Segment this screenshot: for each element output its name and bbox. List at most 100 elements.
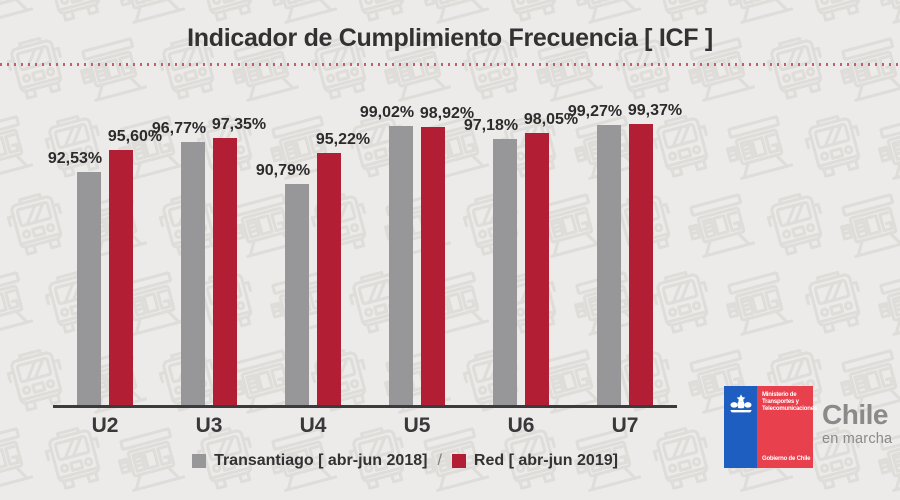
bus-front-icon xyxy=(605,497,686,500)
bus-front-icon xyxy=(301,497,382,500)
legend-label-transantiago-2018: Transantiago [ abr-jun 2018] xyxy=(214,452,428,469)
bar-transantiago-2018: 99,27% xyxy=(568,103,622,405)
bus-stop-icon xyxy=(681,497,762,500)
bus-front-icon xyxy=(605,497,686,500)
brand-title: Chile xyxy=(822,399,888,430)
legend-label-red-2019: Red [ abr-jun 2019] xyxy=(473,452,618,469)
bus-stop-icon xyxy=(877,271,900,336)
bus-stop-icon xyxy=(833,185,900,266)
bar-value-label: 98,05% xyxy=(523,111,579,128)
bus-stop-icon xyxy=(225,497,306,500)
x-axis-label: U3 xyxy=(195,414,223,437)
bus-stop-icon xyxy=(529,497,610,500)
bus-stop-icon xyxy=(0,263,39,344)
government-label: Gobierno de Chile xyxy=(762,456,811,462)
bar-group: 96,77% 97,35% U3 xyxy=(152,0,266,437)
bus-stop-icon xyxy=(225,497,306,500)
bar-group: 99,02% 98,92% U5 xyxy=(360,0,474,437)
bus-front-icon xyxy=(149,497,230,500)
bus-stop-icon xyxy=(377,497,458,500)
bus-front-icon xyxy=(0,497,77,500)
government-logo: Ministerio de Transportes y Telecomunica… xyxy=(724,386,817,468)
bar-value-label: 97,18% xyxy=(463,117,519,134)
bus-front-icon xyxy=(453,497,534,500)
legend-swatch-red-2019 xyxy=(451,454,466,468)
bus-front-icon xyxy=(0,497,77,500)
ministry-name: Ministerio de Transportes y Telecomunica… xyxy=(757,386,817,413)
bus-front-icon xyxy=(795,263,876,344)
bar-value-label: 97,35% xyxy=(211,116,267,133)
x-axis-label: U4 xyxy=(299,414,327,437)
bar-transantiago-2018: 97,18% xyxy=(464,117,518,405)
bar-transantiago-2018: 92,53% xyxy=(48,150,102,405)
legend-swatch-transantiago-2018 xyxy=(192,454,207,468)
bus-stop-icon xyxy=(839,193,900,258)
bus-stop-icon xyxy=(719,107,800,188)
bar-value-label: 99,27% xyxy=(567,103,623,120)
dotted-divider xyxy=(0,63,900,66)
bus-stop-icon xyxy=(833,497,900,500)
bus-stop-icon xyxy=(725,115,794,180)
x-axis-line xyxy=(53,405,677,408)
bus-stop-icon xyxy=(0,107,39,188)
logo-flag-blue-panel xyxy=(724,386,757,468)
x-axis-label: U2 xyxy=(91,414,119,437)
bar-value-label: 95,60% xyxy=(107,128,163,145)
bus-front-icon xyxy=(757,185,838,266)
bar-value-label: 95,22% xyxy=(315,131,371,148)
bar-red-2019: 99,37% xyxy=(628,102,682,405)
bus-stop-icon xyxy=(681,185,762,266)
bar-value-label: 99,02% xyxy=(359,104,415,121)
bus-stop-icon xyxy=(377,497,458,500)
logo-flag-red-panel: Ministerio de Transportes y Telecomunica… xyxy=(757,386,817,468)
bus-stop-icon xyxy=(529,497,610,500)
bus-stop-icon xyxy=(877,115,900,180)
bus-stop-icon xyxy=(871,263,900,344)
bar-red-2019: 97,35% xyxy=(212,116,266,405)
ministry-line-2: Transportes y xyxy=(762,399,799,405)
page-title: Indicador de Cumplimiento Frecuencia [ I… xyxy=(187,24,713,52)
bus-front-icon xyxy=(804,270,861,334)
brand-subtitle: en marcha xyxy=(822,431,893,447)
x-axis-label: U5 xyxy=(403,414,431,437)
bus-stop-icon xyxy=(833,497,900,500)
legend-separator: / xyxy=(437,452,442,469)
chart-plot-area: 92,53% 95,60% U2 96,77% 97,35% U3 90,79% 95,22%… xyxy=(48,0,682,437)
bus-stop-icon xyxy=(719,263,800,344)
bar-value-label: 90,79% xyxy=(255,162,311,179)
bus-front-icon xyxy=(766,192,823,256)
bar-value-label: 98,92% xyxy=(419,105,475,122)
ministry-line-1: Ministerio de xyxy=(762,392,797,398)
bar-red-2019: 98,92% xyxy=(420,105,474,405)
bus-stop-icon xyxy=(0,271,34,336)
chile-en-marcha-brand: Chile en marcha xyxy=(822,401,892,447)
bus-front-icon xyxy=(149,497,230,500)
bus-stop-icon xyxy=(0,115,34,180)
bar-value-label: 99,37% xyxy=(627,102,683,119)
bar-red-2019: 95,22% xyxy=(316,131,370,405)
ministry-line-3: Telecomunicaciones xyxy=(762,406,817,412)
bar-red-2019: 95,60% xyxy=(108,128,162,405)
bus-stop-icon xyxy=(73,497,154,500)
bar-red-2019: 98,05% xyxy=(524,111,578,405)
coat-of-arms-icon xyxy=(729,394,752,413)
bar-transantiago-2018: 96,77% xyxy=(152,120,206,405)
bar-group: 99,27% 99,37% U7 xyxy=(568,0,682,437)
bus-stop-icon xyxy=(687,193,756,258)
bus-stop-icon xyxy=(725,271,794,336)
bar-value-label: 92,53% xyxy=(47,150,103,167)
bar-transantiago-2018: 99,02% xyxy=(360,104,414,405)
bus-front-icon xyxy=(757,497,838,500)
x-axis-label: U6 xyxy=(507,414,535,437)
chart-legend: Transantiago [ abr-jun 2018] / Red [ abr… xyxy=(0,452,810,470)
bus-front-icon xyxy=(757,497,838,500)
bus-front-icon xyxy=(301,497,382,500)
bar-transantiago-2018: 90,79% xyxy=(256,162,310,405)
bus-stop-icon xyxy=(871,107,900,188)
bar-value-label: 96,77% xyxy=(151,120,207,137)
bar-group: 92,53% 95,60% U2 xyxy=(48,0,162,437)
bus-stop-icon xyxy=(73,497,154,500)
bus-front-icon xyxy=(804,114,861,178)
bus-stop-icon xyxy=(681,497,762,500)
